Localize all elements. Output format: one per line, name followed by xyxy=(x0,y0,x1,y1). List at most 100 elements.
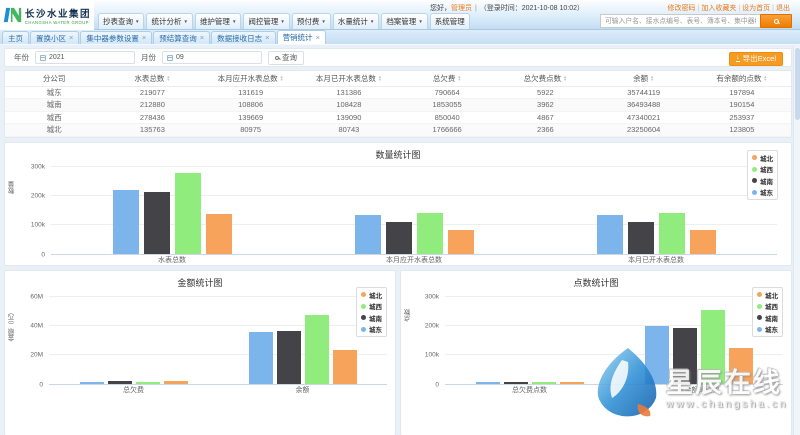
header-link[interactable]: 加入收藏夹 xyxy=(701,5,737,12)
column-header[interactable]: 余额 ▲ ▼ xyxy=(594,71,693,87)
chart-bar[interactable] xyxy=(596,215,623,254)
menu-item-label: 维护管理 xyxy=(199,17,230,26)
header-link[interactable]: 修改密码 xyxy=(667,5,696,12)
chart-bar[interactable] xyxy=(107,380,132,384)
month-input[interactable]: 09 xyxy=(162,51,262,64)
chart-bar[interactable] xyxy=(700,309,725,384)
chart-bar[interactable] xyxy=(447,230,474,254)
menu-item[interactable]: 维护管理 ▼ xyxy=(194,13,242,29)
tab-close-icon[interactable]: × xyxy=(265,33,270,43)
header-link[interactable]: 设为首页 xyxy=(742,5,771,12)
column-header[interactable]: 水表总数 ▲ ▼ xyxy=(103,71,202,87)
table-cell: 城西 xyxy=(5,111,104,124)
chart-bar[interactable] xyxy=(416,213,443,254)
legend-label: 城北 xyxy=(760,155,773,163)
chart-bar[interactable] xyxy=(112,189,139,254)
chart-bar[interactable] xyxy=(672,328,697,384)
chart-bar[interactable] xyxy=(475,381,500,384)
chart-bar[interactable] xyxy=(385,221,412,254)
column-header[interactable]: 总欠费 ▲ ▼ xyxy=(398,71,497,87)
table-cell: 131386 xyxy=(299,86,398,99)
chart-bar[interactable] xyxy=(728,347,753,384)
scrollbar[interactable] xyxy=(793,46,800,435)
tab-item[interactable]: 预结算查询 × xyxy=(153,31,211,44)
legend-item[interactable]: 城北 xyxy=(361,290,382,300)
menu-item[interactable]: 统计分析 ▼ xyxy=(146,13,193,29)
legend-item[interactable]: 城南 xyxy=(361,313,382,323)
chart-bar[interactable] xyxy=(689,230,716,254)
tab-item[interactable]: 置换小区 × xyxy=(30,31,80,44)
legend-item[interactable]: 城西 xyxy=(752,164,773,174)
menu-item[interactable]: 预付费 ▼ xyxy=(291,13,331,29)
chevron-down-icon: ▼ xyxy=(183,19,188,24)
menu-item[interactable]: 阀控管理 ▼ xyxy=(243,13,290,29)
chart-bar[interactable] xyxy=(627,222,654,254)
chart-bar[interactable] xyxy=(163,380,188,384)
sort-icon[interactable]: ▲ ▼ xyxy=(650,74,655,83)
column-header[interactable]: 总欠费点数 ▲ ▼ xyxy=(496,71,595,87)
legend-item[interactable]: 城东 xyxy=(752,187,773,197)
legend-item[interactable]: 城南 xyxy=(752,176,773,186)
menu-item[interactable]: 档案管理 ▼ xyxy=(381,13,428,29)
legend-item[interactable]: 城东 xyxy=(361,324,382,334)
tab-item[interactable]: 数据接收日志 × xyxy=(211,31,276,44)
sort-icon[interactable]: ▲ ▼ xyxy=(457,74,462,83)
menu-item[interactable]: 系统管理 xyxy=(429,13,470,29)
column-header[interactable]: 有余额的点数 ▲ ▼ xyxy=(692,71,791,87)
sort-icon[interactable]: ▲ ▼ xyxy=(763,74,768,83)
chart-bar[interactable] xyxy=(276,330,301,384)
column-header[interactable]: 本月应开水表总数 ▲ ▼ xyxy=(201,71,300,87)
legend-item[interactable]: 城南 xyxy=(757,313,778,323)
export-excel-button[interactable]: ↓ 导出Excel xyxy=(729,51,783,66)
chart-bar[interactable] xyxy=(143,191,170,254)
menu-item[interactable]: 水量统计 ▼ xyxy=(332,13,380,29)
chart-bar[interactable] xyxy=(644,326,669,384)
x-axis-category-label: 水表总数 xyxy=(158,256,186,264)
chart-bar[interactable] xyxy=(135,382,160,384)
chart-bar[interactable] xyxy=(79,382,104,384)
year-input[interactable]: 2021 xyxy=(35,51,135,64)
chart-bar[interactable] xyxy=(332,349,357,384)
table-cell: 108428 xyxy=(299,98,398,112)
chart-bar[interactable] xyxy=(559,382,584,384)
chart-bar[interactable] xyxy=(503,382,528,384)
tab-close-icon[interactable]: × xyxy=(199,33,205,43)
chart-bar[interactable] xyxy=(531,382,556,384)
sort-icon[interactable]: ▲ ▼ xyxy=(563,74,568,83)
scrollbar-thumb[interactable] xyxy=(795,48,800,120)
sort-icon[interactable]: ▲ ▼ xyxy=(279,74,284,83)
legend-item[interactable]: 城东 xyxy=(757,324,778,334)
legend-item[interactable]: 城西 xyxy=(757,301,778,311)
legend-item[interactable]: 城北 xyxy=(757,290,778,300)
chart-bar[interactable] xyxy=(248,331,273,384)
column-header[interactable]: 本月已开水表总数 ▲ ▼ xyxy=(299,71,398,87)
month-label: 月份 xyxy=(141,53,156,62)
tab-active[interactable]: 营销统计 × xyxy=(276,30,326,44)
chart-bar[interactable] xyxy=(304,314,329,384)
chart-bar[interactable] xyxy=(354,215,381,254)
global-search-button[interactable] xyxy=(760,14,792,28)
top-header: 长沙水业集团 CHANGSHA WATER GROUP 抄表查询 ▼ 统计分析 ▼ 维护… xyxy=(0,0,800,30)
chart-bar[interactable] xyxy=(658,213,685,254)
tab-close-icon[interactable]: × xyxy=(141,33,147,43)
table-cell: 253937 xyxy=(692,111,791,124)
sort-icon[interactable]: ▲ ▼ xyxy=(377,74,382,83)
chart-bar[interactable] xyxy=(205,214,232,254)
bar-group: 余额 xyxy=(218,297,387,394)
sort-icon[interactable]: ▲ ▼ xyxy=(166,74,171,83)
chart-bar[interactable] xyxy=(174,172,201,254)
tab-close-icon[interactable]: × xyxy=(69,33,74,43)
global-search-input[interactable] xyxy=(600,14,760,28)
username-link[interactable]: 管理员 xyxy=(451,5,472,12)
menu-item[interactable]: 抄表查询 ▼ xyxy=(98,13,145,29)
legend-dot-icon xyxy=(361,315,366,320)
tab-close-icon[interactable]: × xyxy=(315,32,320,42)
legend-item[interactable]: 城北 xyxy=(752,153,773,163)
tab-item[interactable]: 主页 xyxy=(2,31,29,44)
query-button[interactable]: 查询 xyxy=(268,50,304,65)
legend-item[interactable]: 城西 xyxy=(361,301,382,311)
header-link[interactable]: 退出 xyxy=(776,5,790,12)
tab-label: 主页 xyxy=(8,33,23,43)
tab-item[interactable]: 集中器参数设置 × xyxy=(80,31,153,44)
